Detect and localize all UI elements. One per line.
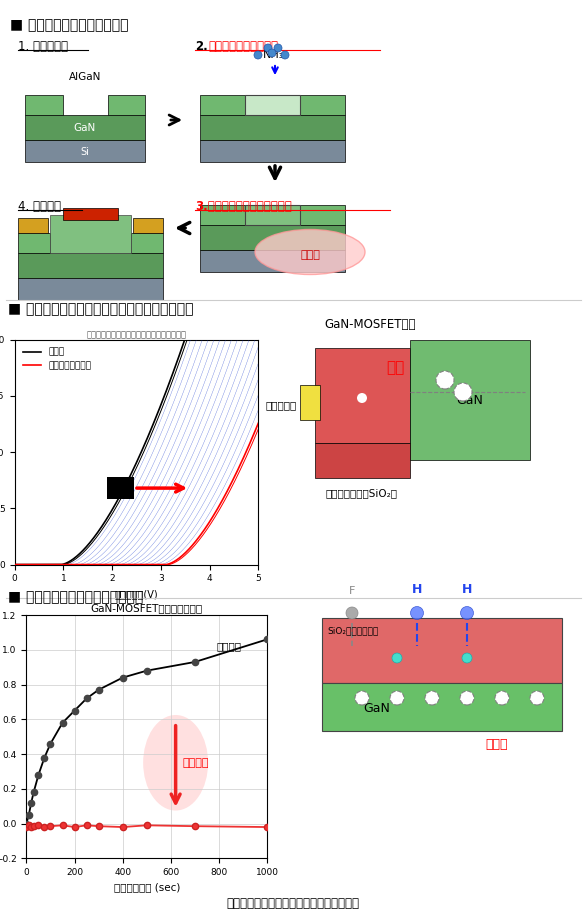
Text: 3.ゲート絶縁膜形成プロセス: 3.ゲート絶縁膜形成プロセス [195, 200, 292, 213]
Text: ゲート絶縁膜（SiO₂）: ゲート絶縁膜（SiO₂） [326, 488, 398, 498]
Title: ゲートにストレスを印加した時の特性変動例: ゲートにストレスを印加した時の特性変動例 [86, 330, 187, 339]
Text: H: H [412, 583, 422, 596]
Text: H: H [462, 583, 472, 596]
Text: 電子: 電子 [386, 360, 404, 375]
Ellipse shape [143, 715, 208, 811]
Text: F: F [349, 586, 355, 596]
Text: AlGaN: AlGaN [69, 72, 101, 82]
Text: 1. エッチング: 1. エッチング [18, 40, 68, 53]
Text: GaN-MOSFET構造: GaN-MOSFET構造 [324, 318, 416, 331]
Text: ゲート電極: ゲート電極 [266, 400, 297, 410]
Text: 今回改善: 今回改善 [183, 757, 210, 767]
Text: Si: Si [80, 147, 89, 157]
Text: GaN: GaN [363, 701, 390, 714]
Text: ダメージ回復プロセス: ダメージ回復プロセス [208, 40, 278, 53]
Bar [107, 476, 134, 499]
Text: 従来技術: 従来技術 [217, 642, 241, 652]
Text: SiO₂ゲート絶縁膜: SiO₂ゲート絶縁膜 [327, 626, 378, 635]
X-axis label: ゲート電圧(V): ゲート電圧(V) [114, 588, 158, 599]
Text: 2.: 2. [195, 40, 208, 53]
Text: 熱処理: 熱処理 [486, 738, 508, 751]
Text: ■ 開発技術による閾値電圧の低減: ■ 開発技術による閾値電圧の低減 [8, 590, 143, 604]
Text: ■ 従来技術における閾値電圧変動例とその要因: ■ 従来技術における閾値電圧変動例とその要因 [8, 302, 194, 316]
Text: ■ 開発技術のプロセスフロー: ■ 開発技術のプロセスフロー [10, 18, 129, 32]
Legend: －初期, －ストレス印加後: －初期, －ストレス印加後 [19, 344, 95, 374]
Text: 熱処理: 熱処理 [300, 250, 320, 260]
Text: 開発したゲート絶縁膜プロセス技術の概略: 開発したゲート絶縁膜プロセス技術の概略 [227, 897, 359, 910]
Text: GaN: GaN [74, 123, 96, 133]
Title: GaN-MOSFETの閾値電圧変動: GaN-MOSFETの閾値電圧変動 [90, 603, 203, 613]
X-axis label: ストレス時間 (sec): ストレス時間 (sec) [113, 882, 180, 892]
Text: 4. 電極形成: 4. 電極形成 [18, 200, 61, 213]
Text: NH₃: NH₃ [263, 50, 284, 60]
Text: GaN: GaN [457, 394, 484, 407]
